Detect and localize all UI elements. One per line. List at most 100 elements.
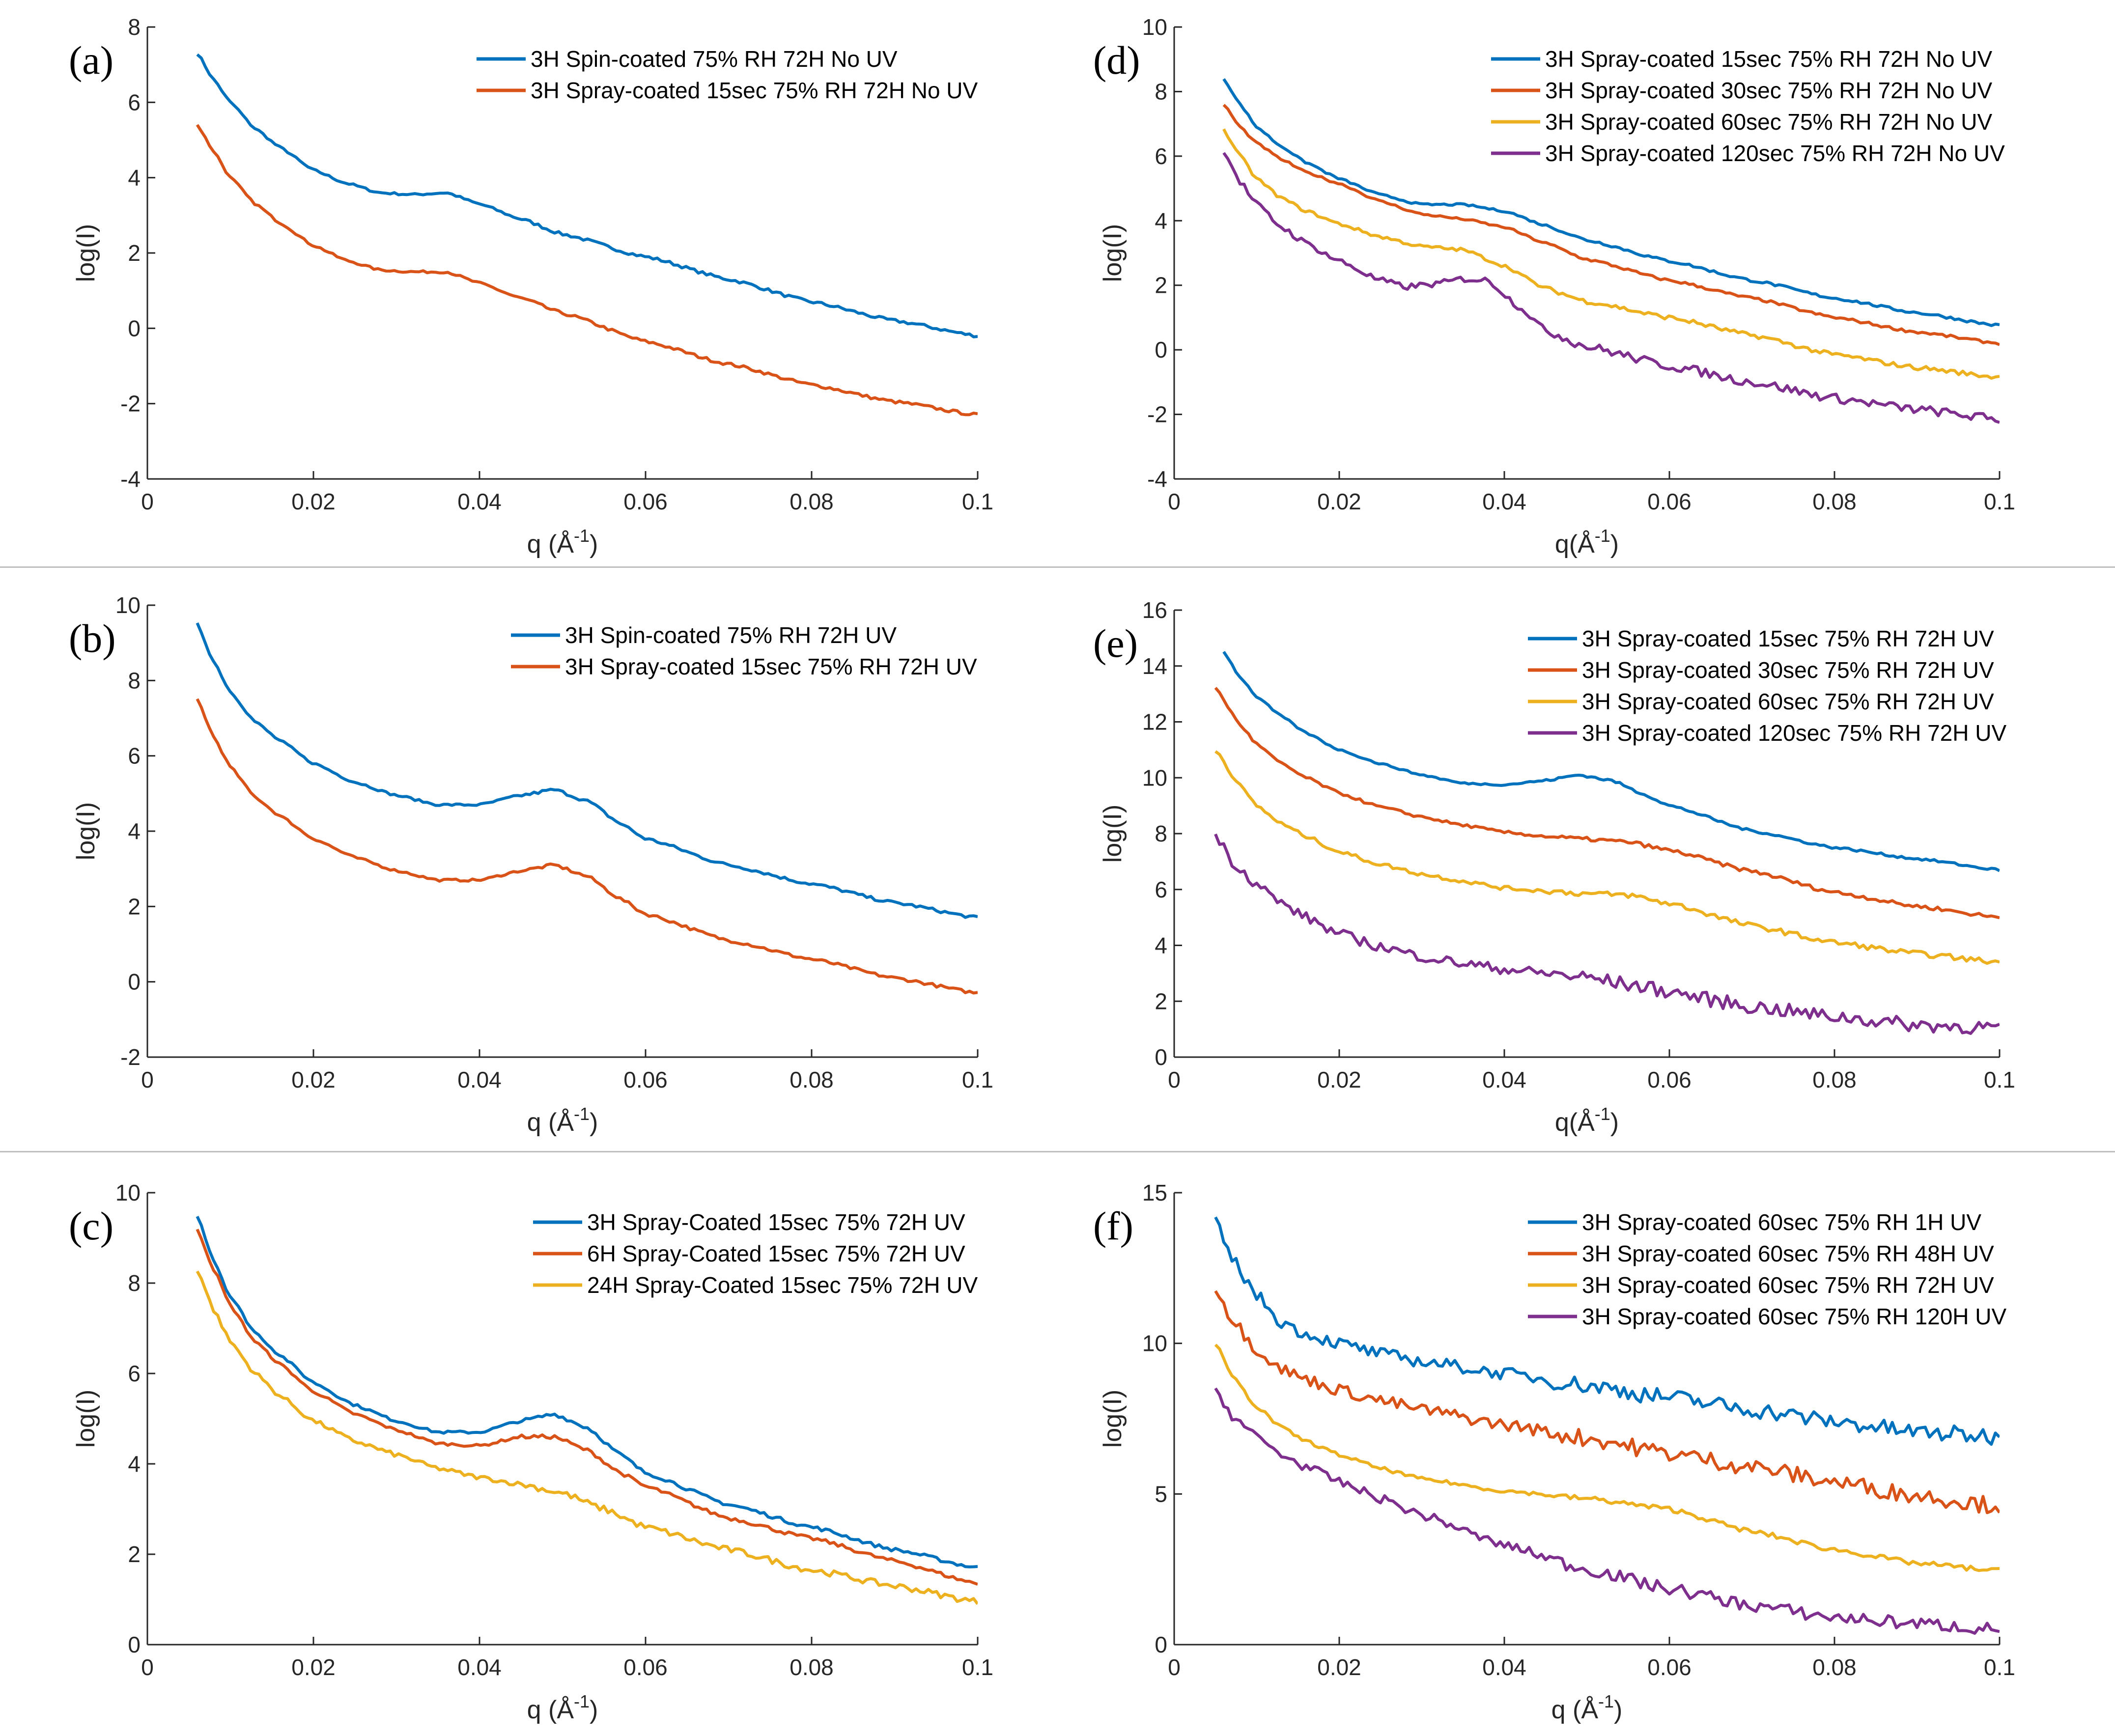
series-line-2	[196, 1229, 978, 1586]
x-tick-label: 0.04	[1482, 489, 1526, 514]
x-tick-label: 0.02	[1317, 1067, 1361, 1092]
y-tick-label: 0	[128, 969, 141, 995]
y-axis-label: log(I)	[1099, 805, 1127, 863]
x-tick-label: 0.1	[1984, 1654, 2015, 1680]
x-tick-label: 0.1	[962, 1067, 993, 1092]
legend-entry: 3H Spray-coated 60sec 75% RH 48H UV	[1582, 1241, 1994, 1266]
x-tick-label: 0.02	[1317, 1654, 1361, 1680]
legend-entry: 3H Spray-coated 15sec 75% RH 72H UV	[565, 654, 977, 679]
x-tick-label: 0.08	[790, 1654, 834, 1680]
y-tick-label: 6	[128, 89, 141, 115]
series-line-1	[1222, 651, 2000, 872]
y-tick-label: 6	[128, 1361, 141, 1386]
x-tick-label: 0.06	[1647, 1654, 1692, 1680]
series-line-1	[196, 1216, 978, 1568]
x-tick-label: 0.08	[790, 489, 834, 514]
y-axis-label: log(I)	[1099, 1390, 1127, 1448]
y-tick-label: 10	[115, 592, 141, 618]
series-line-3	[1214, 1344, 2000, 1572]
y-tick-label: 6	[1155, 143, 1167, 169]
y-tick-label: 4	[128, 165, 141, 191]
legend-entry: 3H Spray-coated 15sec 75% RH 72H UV	[1582, 626, 1994, 651]
y-axis-label: log(I)	[72, 1390, 100, 1448]
legend-entry: 3H Spin-coated 75% RH 72H No UV	[531, 46, 898, 72]
x-tick-label: 0.06	[623, 1067, 668, 1092]
x-tick-label: 0	[141, 1654, 154, 1680]
legend-entry: 3H Spray-coated 60sec 75% RH 72H UV	[1582, 1272, 1994, 1298]
legend: 3H Spin-coated 75% RH 72H No UV 3H Spray-…	[477, 46, 978, 103]
x-axis-label: q(Å-1)	[1555, 526, 1619, 559]
y-tick-label: 8	[1155, 821, 1167, 846]
panel-label: (f)	[1093, 1204, 1133, 1248]
x-axis-label: q (Å-1)	[527, 526, 598, 559]
x-tick-label: 0.08	[790, 1067, 834, 1092]
y-axis-label: log(I)	[72, 224, 100, 282]
x-tick-label: 0.04	[457, 1067, 502, 1092]
y-tick-label: 8	[1155, 79, 1167, 104]
y-tick-label: 5	[1155, 1481, 1167, 1507]
x-tick-label: 0.02	[1317, 489, 1361, 514]
x-tick-label: 0.02	[291, 1067, 336, 1092]
legend: 3H Spray-coated 15sec 75% RH 72H No UV 3H…	[1491, 46, 2005, 166]
y-tick-label: 6	[1155, 877, 1167, 902]
axes: 0 0.02 0.04 0.06 0.08 0.1 0 2 4 6 8 10 12 14 16	[1142, 597, 2015, 1092]
series-line-1	[196, 53, 978, 338]
axes: 0 0.02 0.04 0.06 0.08 0.1 -4 -2 0 2 4 6 8 10	[1142, 14, 2015, 514]
series-line-1	[1214, 1216, 2000, 1446]
series-line-4	[1214, 1387, 2000, 1635]
y-tick-label: 10	[1142, 765, 1167, 790]
y-tick-label: 4	[128, 818, 141, 844]
axes: 0 0.02 0.04 0.06 0.08 0.1 0 2 4 6 8 10	[115, 1180, 993, 1680]
x-tick-label: 0.06	[623, 1654, 668, 1680]
legend-entry: 3H Spin-coated 75% RH 72H UV	[565, 622, 897, 648]
y-tick-label: 10	[1142, 14, 1167, 40]
legend-entry: 3H Spray-coated 120sec 75% RH 72H No UV	[1545, 140, 2005, 166]
y-tick-label: 2	[128, 894, 141, 919]
legend-entry: 3H Spray-Coated 15sec 75% 72H UV	[587, 1209, 965, 1235]
legend-entry: 3H Spray-coated 120sec 75% RH 72H UV	[1582, 720, 2007, 746]
x-tick-label: 0.1	[1984, 489, 2015, 514]
legend: 3H Spray-coated 60sec 75% RH 1H UV 3H Spr…	[1528, 1209, 2007, 1329]
y-tick-label: 10	[1142, 1331, 1167, 1356]
x-tick-label: 0.04	[1482, 1654, 1526, 1680]
y-tick-label: 16	[1142, 597, 1167, 623]
y-tick-label: 2	[1155, 988, 1167, 1014]
series-line-2	[196, 124, 978, 417]
series-line-3	[1222, 128, 2000, 380]
x-tick-label: 0	[1168, 1654, 1181, 1680]
series-line-2	[1222, 104, 2000, 346]
y-tick-label: 0	[128, 315, 141, 341]
x-tick-label: 0	[141, 1067, 154, 1092]
x-tick-label: 0.08	[1812, 489, 1857, 514]
y-tick-label: 0	[1155, 337, 1167, 363]
y-tick-label: 10	[115, 1180, 141, 1205]
y-tick-label: 0	[1155, 1632, 1167, 1657]
x-tick-label: 0.1	[962, 1654, 993, 1680]
legend-entry: 3H Spray-coated 30sec 75% RH 72H No UV	[1545, 78, 1993, 103]
y-tick-label: 8	[128, 14, 141, 40]
x-tick-label: 0	[1168, 1067, 1181, 1092]
y-tick-label: 15	[1142, 1180, 1167, 1205]
y-tick-label: 0	[128, 1632, 141, 1657]
series-line-1	[1222, 78, 2000, 327]
x-axis-label: q(Å-1)	[1555, 1104, 1619, 1137]
x-axis-label: q (Å-1)	[527, 1104, 598, 1137]
x-tick-label: 0.02	[291, 489, 336, 514]
y-tick-label: 2	[1155, 273, 1167, 298]
x-tick-label: 0	[141, 489, 154, 514]
y-tick-label: 12	[1142, 709, 1167, 735]
y-tick-label: 2	[128, 240, 141, 266]
y-tick-label: -2	[1147, 402, 1167, 427]
legend-entry: 3H Spray-coated 60sec 75% RH 1H UV	[1582, 1209, 1981, 1235]
x-axis-label: q (Å-1)	[527, 1691, 598, 1724]
series-line-1	[196, 622, 978, 919]
series-line-3	[196, 1270, 978, 1605]
panel-label: (d)	[1093, 38, 1140, 83]
x-tick-label: 0.1	[962, 489, 993, 514]
panel-label: (c)	[69, 1204, 113, 1248]
